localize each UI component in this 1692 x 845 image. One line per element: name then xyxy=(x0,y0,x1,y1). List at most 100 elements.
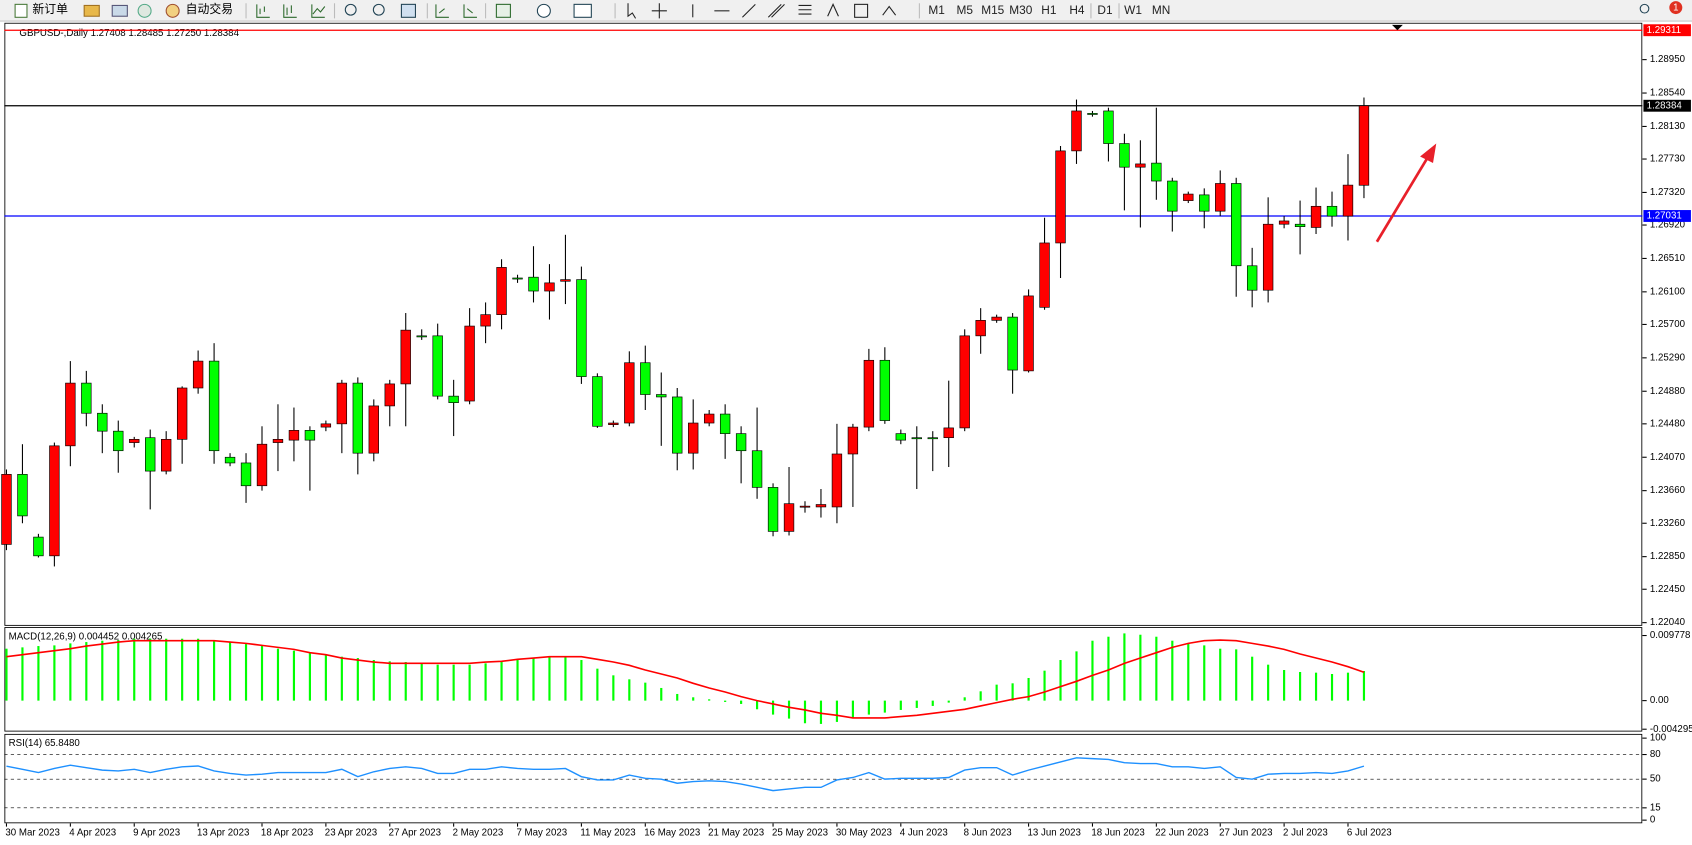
macd-bar xyxy=(1011,683,1014,701)
macd-bar xyxy=(899,700,902,710)
y-tick-label: 0.009778 xyxy=(1650,630,1690,641)
candle-body xyxy=(1023,295,1034,372)
cursor-tool[interactable] xyxy=(627,3,637,19)
macd-bar xyxy=(1171,640,1174,701)
candle-body xyxy=(703,413,715,424)
candle-body xyxy=(1215,183,1226,212)
toolbar: 新订单 自动交易 M1 M5 M15 M30 H1 H4 D1 W1 MN xyxy=(0,0,1692,22)
candle-body xyxy=(448,395,459,403)
channel-tool[interactable] xyxy=(767,3,785,18)
candle-body xyxy=(1071,110,1082,152)
x-tick-label: 2 Jul 2023 xyxy=(1283,828,1328,839)
macd-bar xyxy=(1075,651,1078,701)
crosshair-tool[interactable] xyxy=(651,3,667,19)
candle-body xyxy=(17,474,28,517)
candle-body xyxy=(847,426,859,455)
macd-bar xyxy=(995,684,998,701)
candle-body xyxy=(160,438,172,472)
periods-button[interactable] xyxy=(536,3,551,18)
y-tick-label: 0 xyxy=(1650,815,1656,826)
timeframe-button[interactable]: H1 xyxy=(1041,3,1057,17)
timeframe-button[interactable]: D1 xyxy=(1097,3,1113,17)
timeframe-button[interactable]: M5 xyxy=(956,3,973,17)
macd-bar xyxy=(1187,643,1190,701)
fibo-tool[interactable] xyxy=(798,4,812,15)
timeframe-button[interactable]: M1 xyxy=(928,3,945,17)
timeframe-button[interactable]: M30 xyxy=(1009,3,1032,17)
candle-body xyxy=(1326,205,1338,217)
macd-bar xyxy=(69,643,72,701)
candle-body xyxy=(1310,205,1322,228)
macd-bar xyxy=(740,700,743,704)
macd-bar xyxy=(835,700,839,722)
candle-body xyxy=(224,456,236,464)
y-tick-label: 1.28540 xyxy=(1650,88,1686,99)
candle-body xyxy=(1039,242,1050,308)
timeframe-button[interactable]: M15 xyxy=(981,3,1004,17)
label-tool[interactable] xyxy=(854,3,869,18)
y-tick-label: 1.24480 xyxy=(1650,418,1686,429)
candle-body xyxy=(352,382,364,454)
new-order-icon[interactable] xyxy=(14,3,28,18)
arrows-tool[interactable] xyxy=(882,5,897,16)
x-tick-label: 6 Jul 2023 xyxy=(1347,828,1392,839)
auto-trading-icon[interactable] xyxy=(165,3,180,18)
candle-body xyxy=(831,453,843,508)
icon[interactable] xyxy=(137,3,152,18)
x-tick-label: 21 May 2023 xyxy=(708,828,764,839)
templates-button[interactable] xyxy=(573,3,592,18)
candle-body xyxy=(208,360,220,452)
zoom-out[interactable] xyxy=(372,3,385,16)
candle-chart-icon[interactable] xyxy=(283,4,297,18)
candle-body xyxy=(384,383,395,407)
text-tool[interactable] xyxy=(827,3,839,17)
macd-bar xyxy=(1059,660,1062,701)
y-tick-label: 100 xyxy=(1650,733,1667,744)
icon[interactable] xyxy=(111,4,128,17)
candle-body xyxy=(272,438,284,443)
candle-body xyxy=(767,487,779,532)
search-button[interactable] xyxy=(1639,3,1650,14)
shift-icon[interactable] xyxy=(463,4,477,18)
indicators-button[interactable] xyxy=(495,3,511,18)
bar-chart-icon[interactable] xyxy=(256,4,270,18)
macd-bar xyxy=(117,640,120,701)
macd-bar xyxy=(420,663,423,701)
scroll-icon[interactable] xyxy=(435,4,449,18)
y-tick-label: -0.004295 xyxy=(1650,724,1692,735)
price-label: 1.29311 xyxy=(1647,25,1681,36)
macd-bar xyxy=(819,700,823,724)
trendline-tool[interactable] xyxy=(742,3,756,18)
macd-bar xyxy=(292,650,296,701)
auto-trading-button[interactable]: 自动交易 xyxy=(186,2,233,16)
y-tick-label: 1.27320 xyxy=(1650,187,1686,198)
macd-bar xyxy=(133,638,136,701)
timeframe-button[interactable]: W1 xyxy=(1124,3,1142,17)
annotation-arrow xyxy=(1375,156,1429,243)
candle-body xyxy=(416,335,427,338)
macd-bar xyxy=(612,675,615,701)
notification-badge[interactable] xyxy=(1669,1,1683,15)
zoom-in[interactable] xyxy=(344,3,357,16)
macd-bar xyxy=(228,642,232,701)
main-panel xyxy=(4,22,1643,626)
candle-body xyxy=(320,423,332,428)
candle-body xyxy=(97,412,108,432)
icon[interactable] xyxy=(83,4,100,17)
candle-body xyxy=(288,430,300,441)
candle-body xyxy=(911,437,922,440)
candle-body xyxy=(49,445,60,557)
macd-bar xyxy=(213,640,216,701)
x-tick-label: 30 May 2023 xyxy=(836,828,892,839)
macd-bar xyxy=(787,700,791,719)
panel-title: GBPUSD-,Daily 1.27408 1.28485 1.27250 1.… xyxy=(19,28,239,39)
macd-bar xyxy=(308,652,311,701)
timeframe-button[interactable]: MN xyxy=(1152,3,1170,17)
line-chart-icon[interactable] xyxy=(311,4,326,18)
timeframe-button[interactable]: H4 xyxy=(1069,3,1085,17)
tile-windows[interactable] xyxy=(400,3,416,18)
new-order-button[interactable]: 新订单 xyxy=(32,2,68,16)
panel-title: MACD(12,26,9) 0.004452 0.004265 xyxy=(9,631,163,642)
